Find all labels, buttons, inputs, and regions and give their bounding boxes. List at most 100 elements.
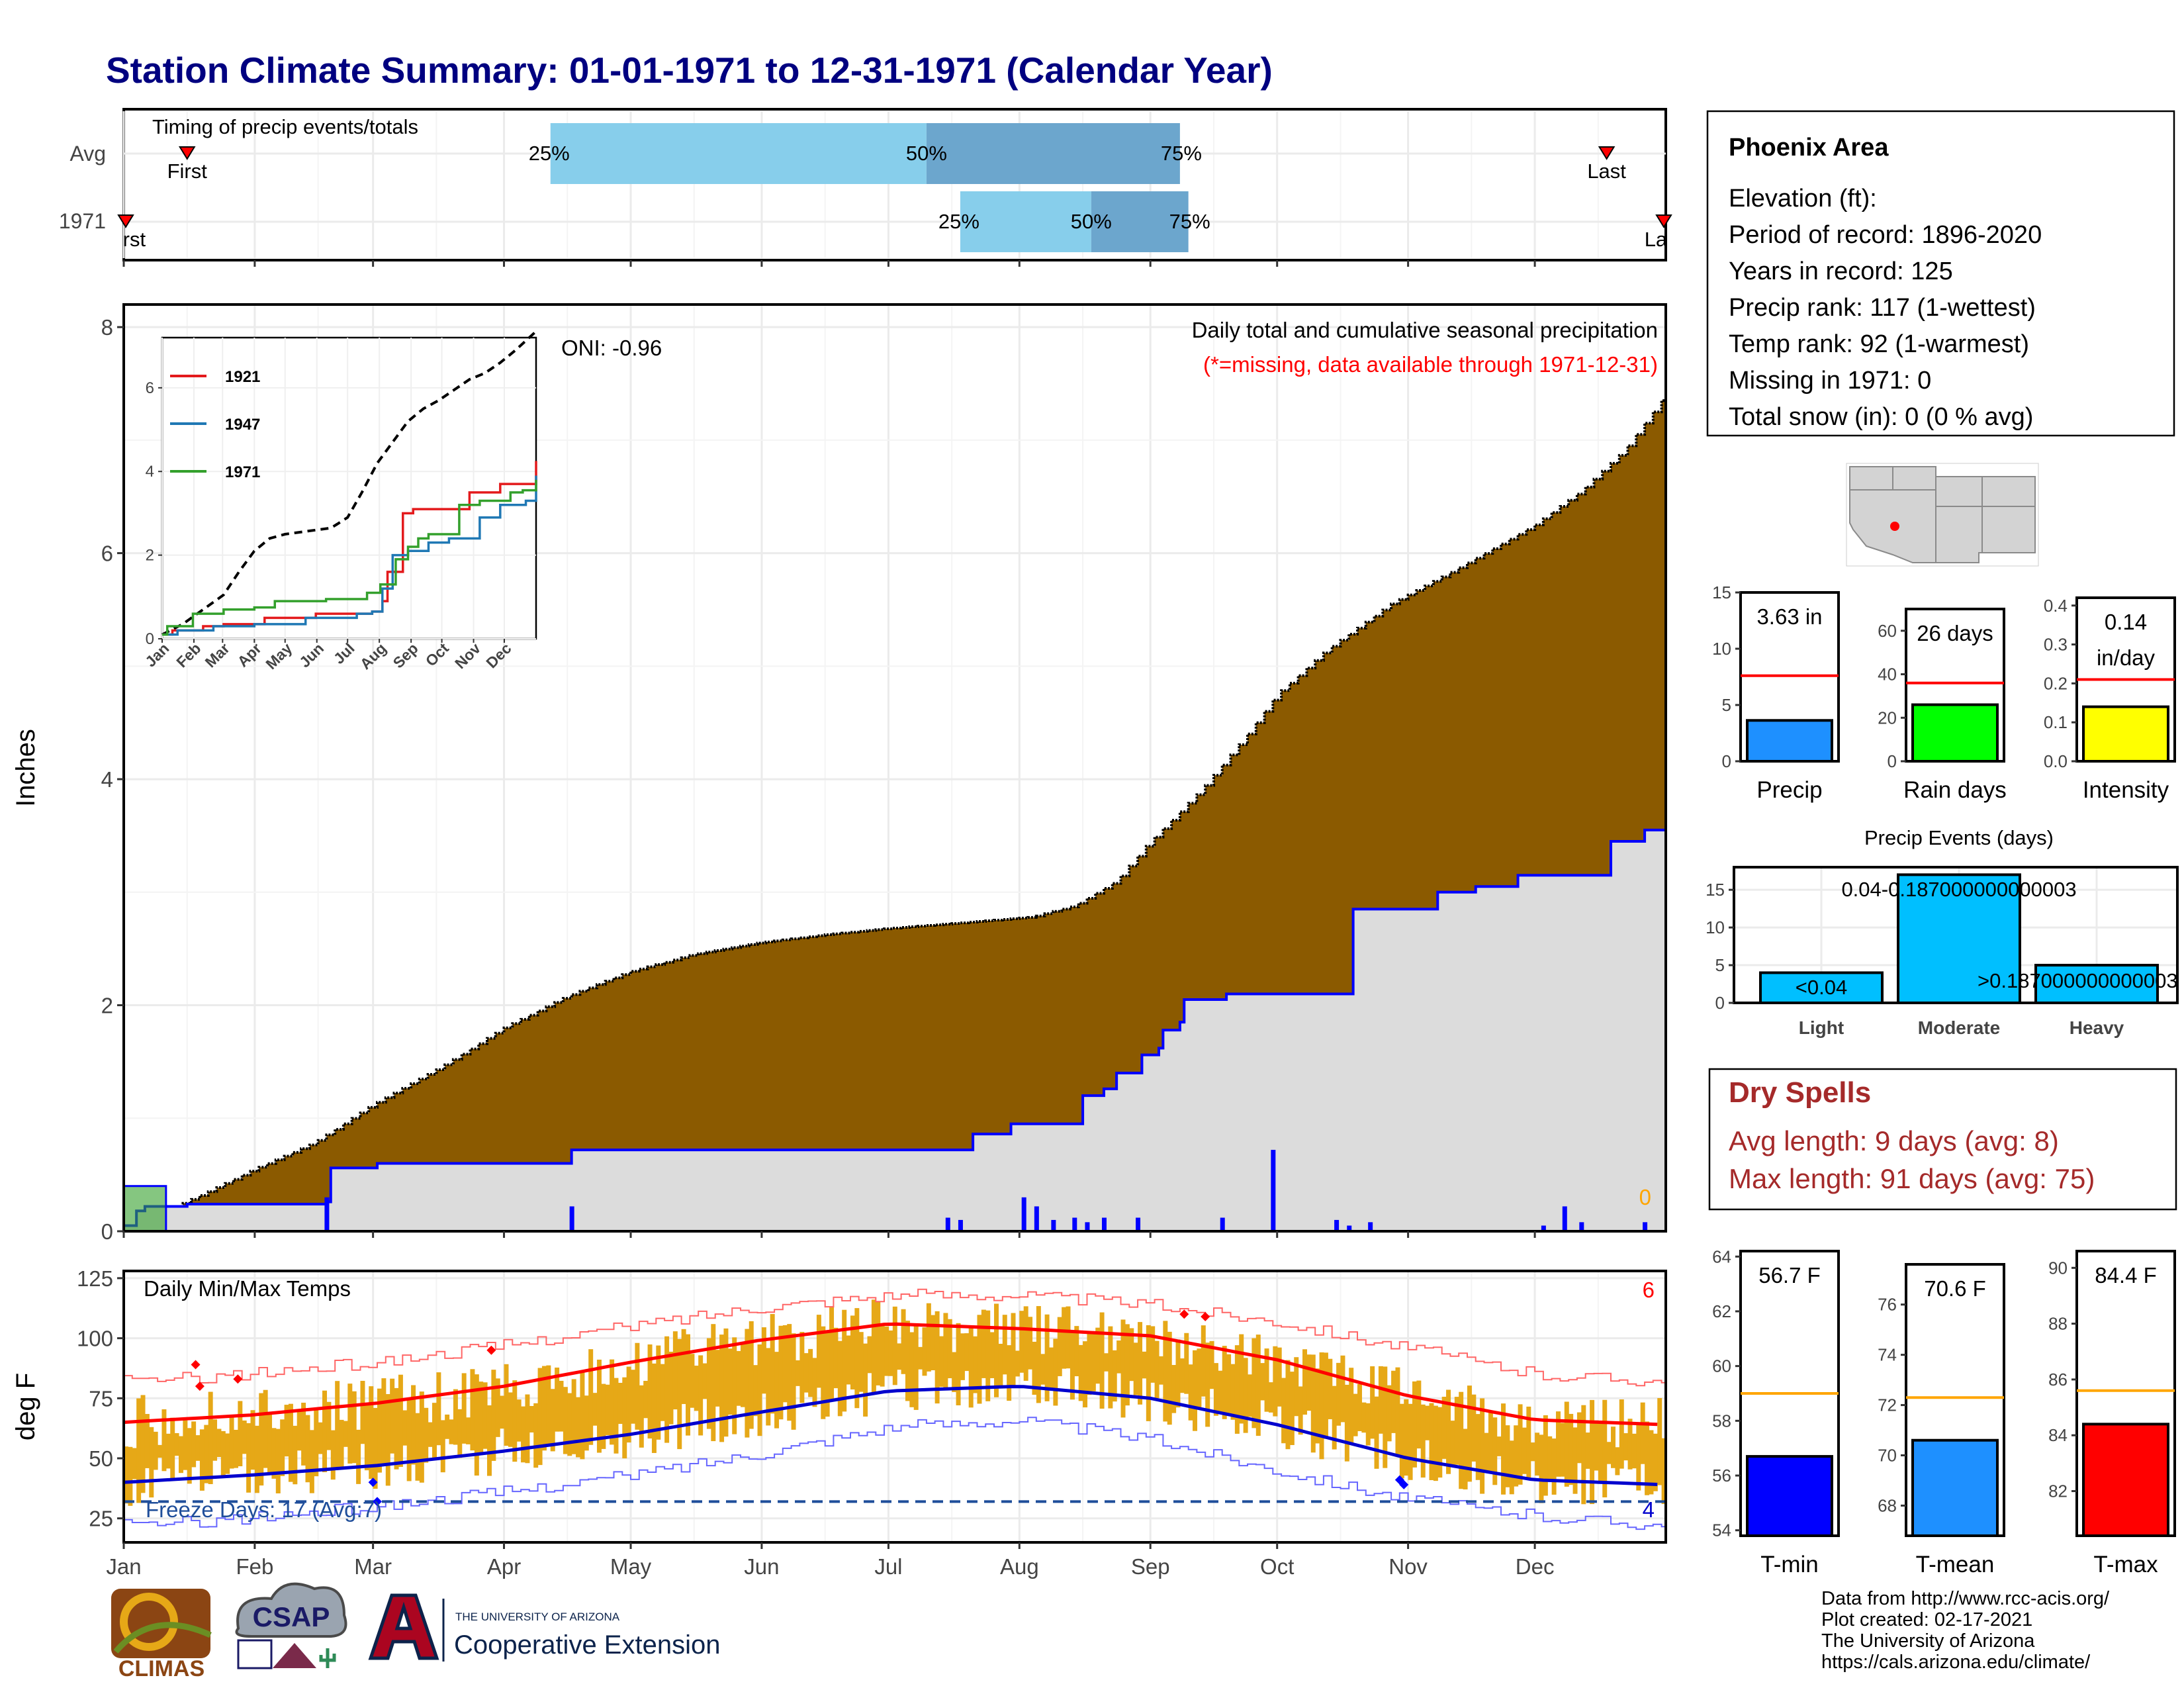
daily-temp-bar-57	[364, 1404, 369, 1471]
precip-panel-frame	[122, 303, 1667, 1233]
daily-precip-bar-6	[1051, 1219, 1056, 1231]
daily-temp-bar-282	[1315, 1368, 1320, 1444]
daily-temp-bar-283	[1319, 1352, 1324, 1460]
daily-temp-bar-232	[1103, 1353, 1109, 1372]
temp-ytick-label-2: 75	[89, 1386, 113, 1411]
daily-temp-bar-73	[432, 1403, 437, 1458]
daily-temp-bar-287	[1336, 1362, 1342, 1426]
daily-temp-bar-166	[825, 1331, 830, 1417]
events-ytick-label-1: 5	[1715, 955, 1725, 975]
daily-temp-bar-50	[335, 1381, 340, 1468]
daily-temp-bar-114	[605, 1384, 610, 1436]
daily-temp-bar-299	[1387, 1385, 1392, 1442]
daily-temp-bar-190	[926, 1303, 931, 1372]
daily-temp-bar-132	[681, 1329, 686, 1405]
precip-ytick-label-4: 8	[101, 315, 113, 340]
daily-temp-bar-99	[541, 1366, 547, 1451]
daily-precip-bar-17	[1562, 1206, 1567, 1231]
page-title: Station Climate Summary: 01-01-1971 to 1…	[106, 50, 1273, 91]
daily-temp-bar-72	[428, 1422, 433, 1447]
daily-temp-bar-294	[1365, 1403, 1371, 1446]
temp-summary-ytick-label-1-4: 76	[1878, 1295, 1897, 1315]
temp-ytick-label-1: 50	[89, 1446, 113, 1471]
daily-temp-bar-320	[1475, 1414, 1480, 1480]
station-line-snow: Total snow (in): 0 (0 % avg)	[1729, 403, 2033, 431]
daily-temp-bar-119	[626, 1366, 631, 1443]
daily-temp-bar-92	[512, 1380, 518, 1462]
daily-temp-bar-91	[508, 1392, 513, 1447]
daily-temp-bar-189	[922, 1327, 927, 1376]
daily-temp-bar-95	[525, 1394, 530, 1464]
map-states	[1849, 466, 2036, 563]
month-label-2: Mar	[354, 1554, 392, 1579]
station-line-precip-rank: Precip rank: 117 (1-wettest)	[1729, 294, 2036, 322]
daily-temp-bar-258	[1213, 1363, 1218, 1416]
daily-precip-bar-15	[1368, 1222, 1373, 1231]
daily-temp-bar-267	[1251, 1338, 1257, 1429]
daily-temp-bar-184	[901, 1309, 906, 1374]
daily-temp-bar-188	[918, 1346, 923, 1370]
daily-temp-bar-255	[1201, 1325, 1206, 1397]
daily-temp-bar-324	[1492, 1417, 1498, 1485]
daily-temp-bar-348	[1594, 1420, 1599, 1471]
daily-precip-bar-8	[1085, 1222, 1090, 1231]
summary-bars: 3.63 in 0 5 10 15 Precip 26 days 0 20 40 60 Rain da…	[1712, 583, 2176, 803]
daily-temp-bar-222	[1062, 1307, 1067, 1369]
temp-y-ticks: 25 50 75 100 125	[77, 1266, 124, 1531]
daily-temp-bar-120	[631, 1370, 636, 1424]
daily-temp-bar-71	[424, 1407, 429, 1463]
daily-temp-bar-280	[1306, 1354, 1312, 1411]
daily-temp-bar-333	[1530, 1442, 1535, 1462]
record-high-marker-4	[1179, 1309, 1189, 1319]
temp-summary-ytick-label-1-0: 68	[1878, 1495, 1897, 1515]
precip-summary-value-0: 3.63 in	[1756, 604, 1822, 629]
csap-cloud-icon	[235, 1582, 347, 1638]
daily-precip-bar-3	[958, 1219, 963, 1231]
daily-precip-bar-16	[1541, 1225, 1546, 1231]
daily-temp-bar-94	[521, 1406, 526, 1463]
daily-temp-bar-211	[1015, 1350, 1020, 1377]
daily-temp-bar-53	[347, 1383, 353, 1464]
daily-temp-bar-62	[385, 1393, 390, 1486]
daily-temp-bar-25	[229, 1415, 234, 1469]
daily-temp-bar-174	[858, 1332, 864, 1392]
daily-temp-bar-163	[812, 1358, 817, 1407]
precip-events: Precip Events (days) <0.04 0.04-0.1870000…	[1706, 826, 2179, 1038]
precip-summary-ytick-label-1-2: 40	[1878, 665, 1897, 684]
daily-precip-bar-7	[1072, 1217, 1077, 1231]
daily-temp-bar-338	[1551, 1438, 1557, 1495]
daily-temp-bar-148	[749, 1321, 754, 1429]
events-frame	[1733, 866, 2179, 1004]
precip-missing-count: 0	[1639, 1185, 1651, 1209]
daily-temp-bar-245	[1158, 1356, 1163, 1385]
daily-temp-bar-127	[660, 1364, 665, 1421]
daily-temp-bar-234	[1112, 1350, 1117, 1402]
daily-temp-bar-126	[656, 1345, 661, 1440]
daily-temp-bar-111	[592, 1393, 598, 1426]
daily-temp-bar-101	[550, 1389, 555, 1452]
inset-avg-line	[161, 330, 537, 636]
precip-summary-label-2: Intensity	[2083, 777, 2169, 803]
temp-summary-ytick-label-0-4: 62	[1712, 1301, 1731, 1321]
normal-min-line	[124, 1385, 1658, 1486]
daily-temp-bar-169	[837, 1340, 842, 1417]
daily-temp-bar-284	[1323, 1352, 1328, 1439]
daily-temp-bar-186	[909, 1332, 915, 1407]
daily-temp-bar-118	[622, 1377, 627, 1459]
daily-temp-bar-202	[977, 1315, 982, 1404]
daily-temp-bar-35	[271, 1428, 277, 1479]
timing-row-1971-label: 1971	[59, 209, 106, 233]
temp-summary-bars: 56.7 F 54 56 58 60 62 64 T-min 70.6 F 68 70 72 74 76 T…	[1712, 1246, 2176, 1577]
csap-logo-text: CSAP	[253, 1601, 330, 1632]
daily-temp-bar-181	[888, 1330, 893, 1376]
daily-temp-bar-56	[360, 1380, 365, 1444]
daily-temp-bar-36	[275, 1429, 281, 1494]
temp-summary-ytick-label-0-2: 58	[1712, 1411, 1731, 1430]
daily-temp-bar-321	[1480, 1398, 1485, 1494]
daily-temp-bar-331	[1522, 1427, 1527, 1474]
daily-temp-bar-329	[1514, 1425, 1519, 1487]
inset-ytick-label-2: 4	[146, 463, 154, 481]
daily-temp-bar-54	[351, 1391, 357, 1464]
precip-panel: 0 2 4 6 8 Inches Daily total and cumulative …	[11, 303, 1667, 1244]
inset-frame	[161, 336, 537, 640]
